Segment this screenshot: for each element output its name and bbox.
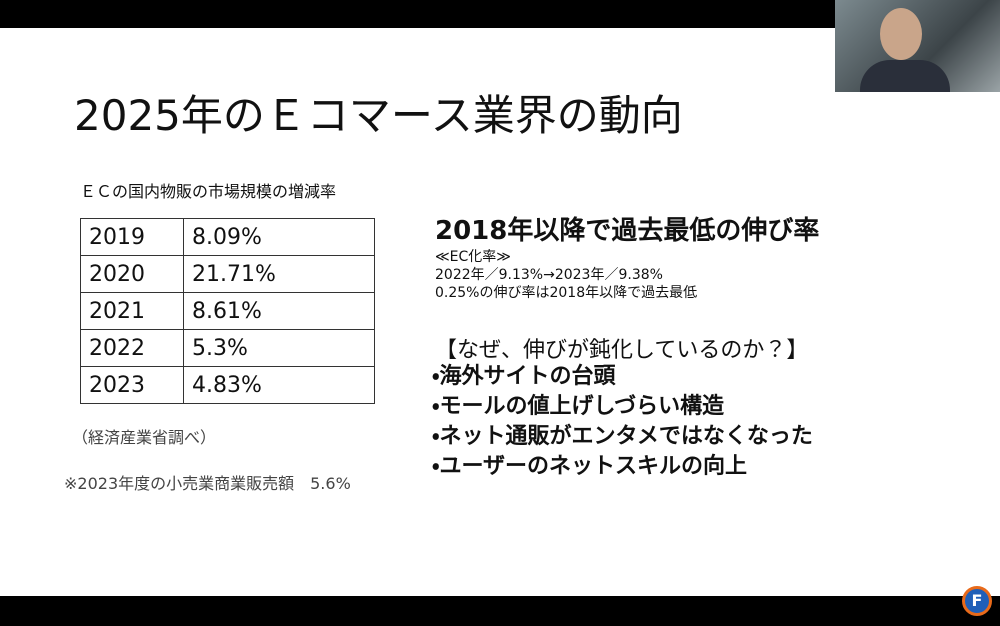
table-row: 2023 4.83% [80, 366, 375, 404]
logo: F [962, 586, 992, 616]
bullet-list: ・海外サイトの台頭・モールの値上げしづらい構造・ネット通販がエンタメではなくなっ… [432, 362, 813, 482]
top-bar [0, 0, 1000, 28]
detail-line: 0.25%の伸び率は2018年以降で過去最低 [435, 285, 698, 301]
table-row: 2021 8.61% [80, 292, 375, 330]
rate-cell: 4.83% [183, 366, 375, 404]
year-cell: 2022 [80, 329, 184, 367]
source-note: （経済産業省調べ） [72, 428, 217, 447]
rate-cell: 8.61% [183, 292, 375, 330]
table-row: 2019 8.09% [80, 218, 375, 256]
bullet-item: ・モールの値上げしづらい構造 [432, 394, 725, 419]
bullet-item: ・ユーザーのネットスキルの向上 [432, 454, 748, 479]
detail-line: ≪EC化率≫ [435, 249, 511, 265]
bottom-bar [0, 596, 1000, 626]
data-table: 2019 8.09% 2020 21.71% 2021 8.61% 2022 5.3% 2023… [80, 218, 375, 404]
bullet-item: ・海外サイトの台頭 [432, 364, 616, 389]
detail-line: 2022年／9.13%→2023年／9.38% [435, 267, 663, 283]
year-cell: 2023 [80, 366, 184, 404]
heading: 2018年以降で過去最低の伸び率 [435, 216, 820, 246]
question: 【なぜ、伸びが鈍化しているのか？】 [435, 338, 809, 363]
table-row: 2020 21.71% [80, 255, 375, 293]
details: ≪EC化率≫ 2022年／9.13%→2023年／9.38% 0.25%の伸び率は2… [435, 248, 697, 302]
rate-cell: 5.3% [183, 329, 375, 367]
bullet-item: ・ネット通販がエンタメではなくなった [432, 424, 813, 449]
table-row: 2022 5.3% [80, 329, 375, 367]
year-cell: 2020 [80, 255, 184, 293]
slide-title: 2025年のＥコマース業界の動向 [74, 91, 683, 140]
rate-cell: 21.71% [183, 255, 375, 293]
table-caption: ＥＣの国内物販の市場規模の増減率 [80, 182, 337, 201]
webcam-person [880, 8, 922, 60]
rate-cell: 8.09% [183, 218, 375, 256]
year-cell: 2019 [80, 218, 184, 256]
footnote: ※2023年度の小売業商業販売額 5.6% [64, 474, 351, 493]
year-cell: 2021 [80, 292, 184, 330]
webcam-person [860, 60, 950, 92]
